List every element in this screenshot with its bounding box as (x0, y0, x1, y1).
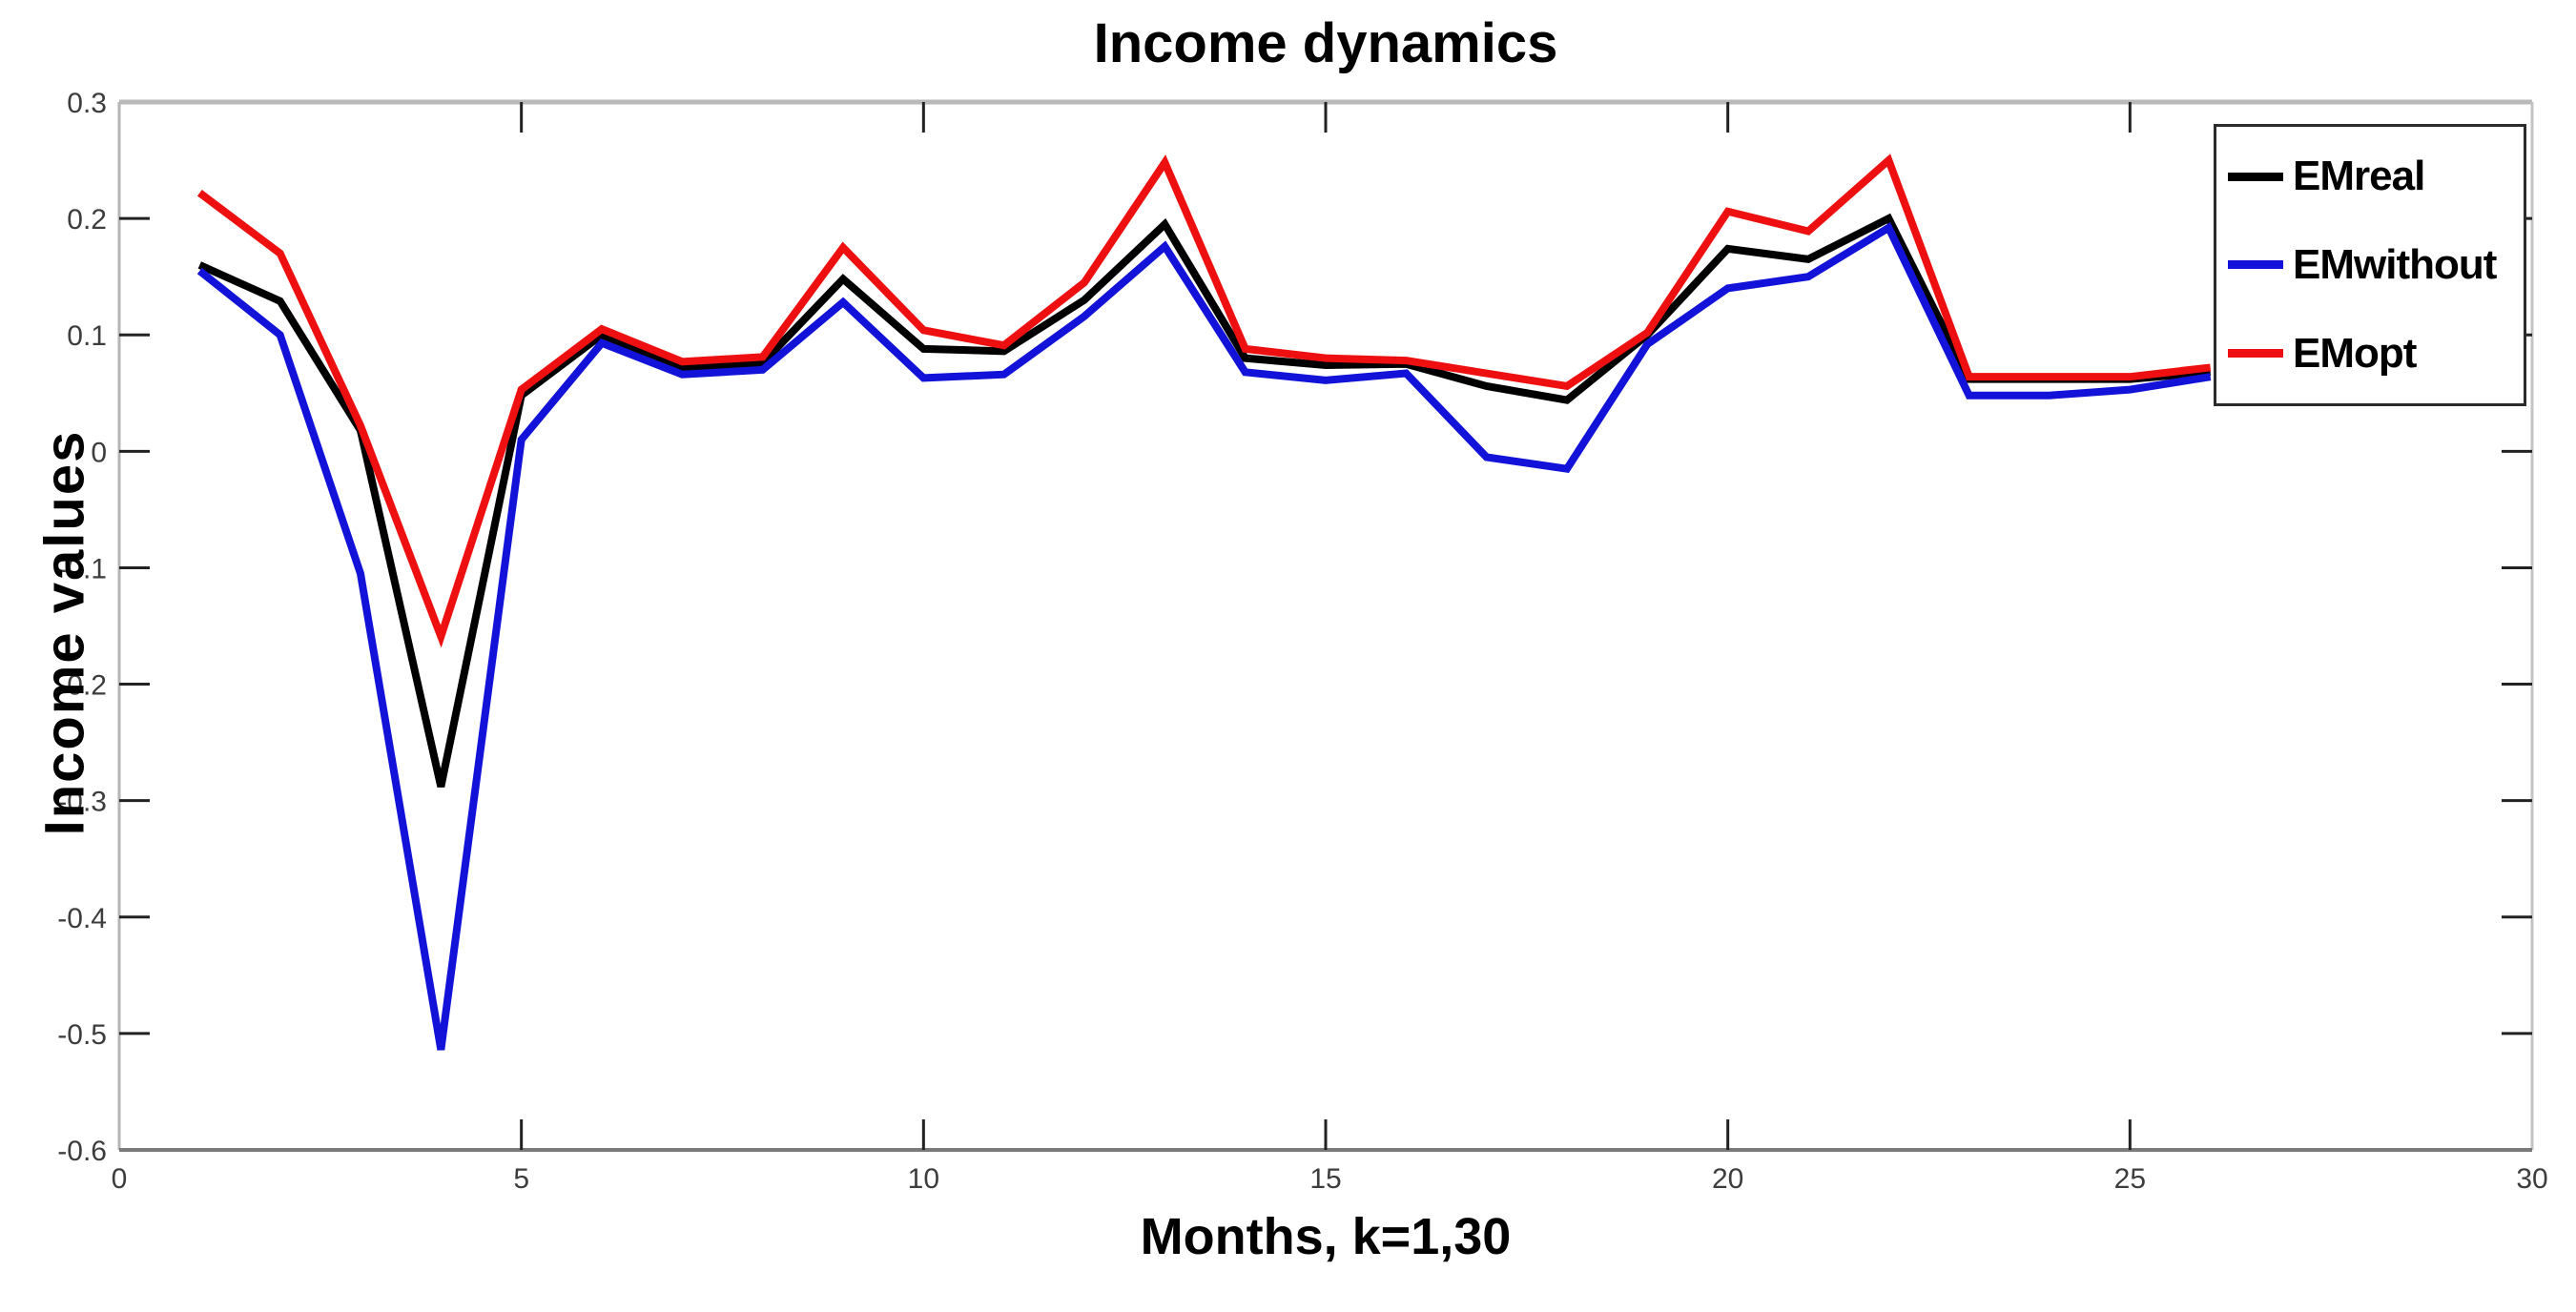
y-tick-label: 0.1 (67, 320, 107, 352)
y-tick-label: -0.5 (57, 1019, 107, 1051)
chart-title: Income dynamics (1093, 12, 1558, 74)
y-axis-label: Income values (33, 429, 96, 836)
y-tick-label: 0.3 (67, 88, 107, 119)
legend-label-EMopt: EMopt (2293, 329, 2417, 377)
x-tick-label: 25 (2114, 1163, 2146, 1195)
x-tick-label: 30 (2516, 1163, 2547, 1195)
x-tick-label: 5 (513, 1163, 529, 1195)
series-line-EMwithout (196, 222, 2212, 1051)
x-axis-label: Months, k=1,30 (1140, 1208, 1512, 1265)
legend-swatch-EMreal (2228, 172, 2283, 181)
y-tick-label: -0.4 (57, 903, 107, 934)
legend-label-EMreal: EMreal (2293, 153, 2425, 200)
y-tick-label: -0.2 (57, 670, 107, 702)
y-tick-label: 0 (91, 437, 107, 468)
legend-item-EMreal: EMreal (2216, 146, 2524, 207)
x-tick-label: 20 (1712, 1163, 1743, 1195)
y-tick-label: -0.1 (57, 553, 107, 584)
y-tick-label: -0.6 (57, 1136, 107, 1167)
legend-item-EMwithout: EMwithout (2216, 235, 2524, 296)
series-line-EMreal (197, 213, 2212, 788)
x-tick-label: 15 (1309, 1163, 1341, 1195)
series-line-EMopt (196, 154, 2212, 648)
x-tick-label: 0 (112, 1163, 128, 1195)
y-tick-label: -0.3 (57, 787, 107, 818)
legend-label-EMwithout: EMwithout (2293, 240, 2497, 288)
y-tick-label: 0.2 (67, 204, 107, 236)
legend-swatch-EMwithout (2228, 260, 2283, 270)
legend-swatch-EMopt (2228, 349, 2283, 359)
legend-item-EMopt: EMopt (2216, 323, 2524, 384)
legend-box: EMreal EMwithout EMopt (2214, 124, 2526, 406)
x-tick-label: 10 (908, 1163, 939, 1195)
